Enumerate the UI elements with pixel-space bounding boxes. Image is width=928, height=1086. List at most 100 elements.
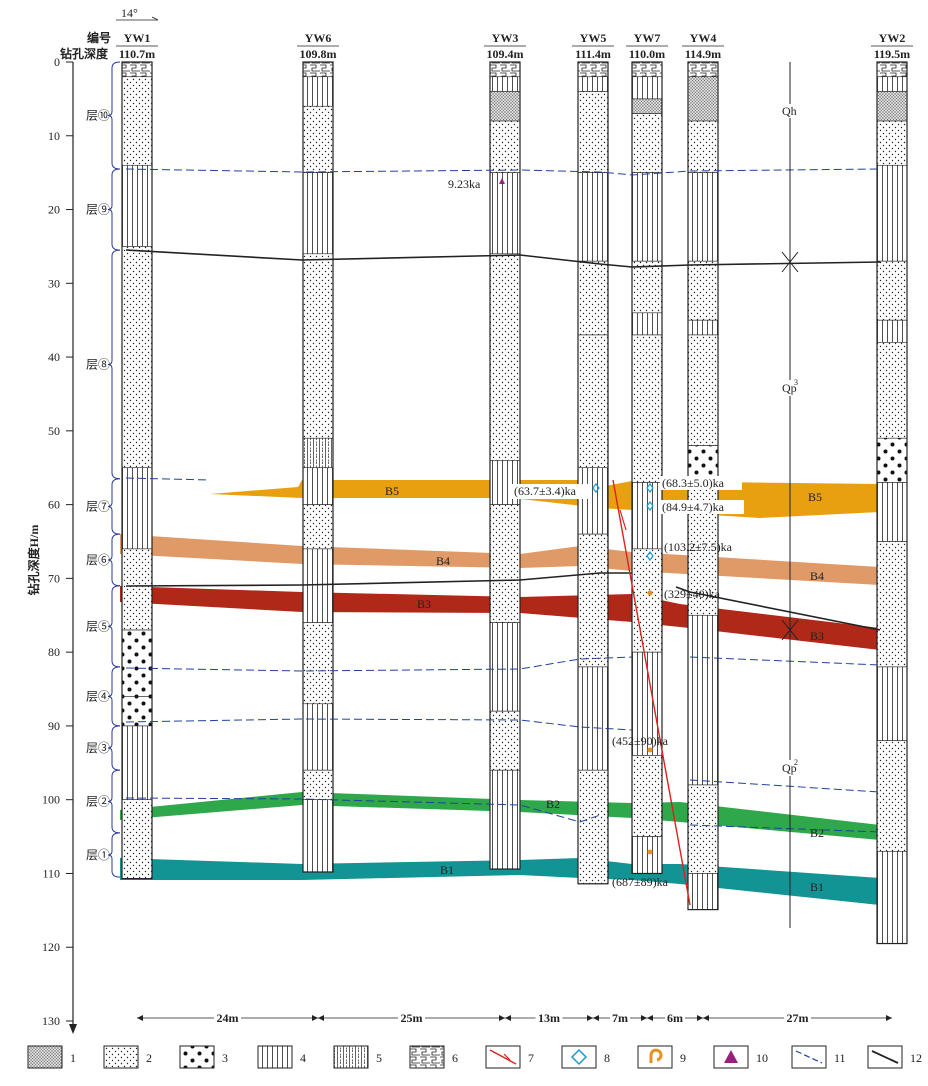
fault-line <box>612 479 691 906</box>
layer-brace-6 <box>107 533 121 587</box>
bed-b1-east <box>688 872 880 905</box>
legend-number-2: 2 <box>146 1051 152 1065</box>
age-label-4: (84.9±4.7)ka <box>662 500 725 514</box>
depth-header: 钻孔深度 <box>60 46 109 61</box>
legend-number-9: 9 <box>680 1051 686 1065</box>
distance-scale: 24m 25m 13m 7m 6m 27m <box>137 1010 892 1026</box>
bed-label-b2-east: B2 <box>810 826 824 840</box>
osl-marker-1 <box>647 590 653 596</box>
legend-item-8: 8 <box>561 1045 610 1069</box>
legend-item-11: 11 <box>791 1045 846 1069</box>
strata-qp2: Qp <box>782 761 797 775</box>
borehole-id-yw3: YW3 <box>492 31 519 45</box>
legend-number-10: 10 <box>756 1051 768 1065</box>
borehole-yw4: YW4 114.9m <box>682 31 724 911</box>
age-label-8: (687±89)ka <box>612 875 669 889</box>
distance-label-1: 25m <box>401 1011 423 1025</box>
legend-item-9: 9 <box>637 1045 686 1069</box>
y-tick-label-50: 50 <box>48 424 60 438</box>
y-tick-label-20: 20 <box>48 203 60 217</box>
legend-number-3: 3 <box>222 1051 228 1065</box>
layer-label-1: 层① <box>86 848 110 862</box>
borehole-id-yw4: YW4 <box>690 31 717 45</box>
y-tick-label-70: 70 <box>48 571 60 585</box>
borehole-yw2: YW2 119.5m <box>871 31 913 945</box>
bed-label-b4-east: B4 <box>810 569 824 583</box>
osl-marker-3 <box>647 849 653 855</box>
strata-qh: Qh <box>782 104 797 118</box>
bed-label-b3-east: B3 <box>810 629 824 643</box>
orientation-label: 14° <box>121 6 138 20</box>
bed-label-b2: B2 <box>546 797 560 811</box>
layer-brace-1 <box>107 832 121 878</box>
contact-qp3-qp2-east <box>675 586 881 631</box>
borehole-depth-yw5: 111.4m <box>575 47 611 61</box>
layer-brace-10 <box>107 61 121 170</box>
legend-number-6: 6 <box>452 1051 458 1065</box>
y-axis <box>69 62 77 1034</box>
dashed-correlation-lines <box>125 168 881 833</box>
layer-brace-2 <box>107 769 121 834</box>
legend-item-10: 10 <box>713 1045 768 1069</box>
borehole-id-yw2: YW2 <box>879 31 906 45</box>
distance-label-3: 7m <box>612 1011 628 1025</box>
y-tick-label-10: 10 <box>48 129 60 143</box>
strata-qp3-sup: 3 <box>794 378 798 387</box>
legend-item-7: 7 <box>485 1045 534 1069</box>
legend-number-1: 1 <box>70 1051 76 1065</box>
borehole-yw7: YW7 110.0m <box>626 31 668 875</box>
layer-label-3: 层③ <box>86 741 110 755</box>
legend-number-8: 8 <box>604 1051 610 1065</box>
age-label-7: (452±90)ka <box>612 734 669 748</box>
contact-qh-qp3 <box>125 249 881 268</box>
dashed-line-7-8 <box>125 477 211 481</box>
y-tick-label-120: 120 <box>42 940 60 954</box>
layer-label-6: 层⑥ <box>86 553 110 567</box>
legend-number-7: 7 <box>528 1051 534 1065</box>
borehole-id-yw5: YW5 <box>580 31 607 45</box>
layer-brace-3 <box>107 725 121 771</box>
layer-label-2: 层② <box>86 795 110 809</box>
borehole-columns: YW1 110.7m YW6 109.8m YW3 109.4m YW5 111.4m YW7 1… <box>116 31 913 945</box>
layer-labels: 层⑩ 层⑨ 层⑧ 层⑦ 层⑥ 层⑤ 层④ 层③ 层② 层① <box>86 61 121 878</box>
strata-division: Qh Qp 3 Qp 2 <box>778 62 802 928</box>
strata-qp3: Qp <box>782 381 797 395</box>
age-label-5: (103.2±7.5)ka <box>664 540 733 554</box>
legend-item-1: 1 <box>27 1045 76 1069</box>
dashed-line-east-lower <box>689 779 881 793</box>
bed-label-b3: B3 <box>417 597 431 611</box>
bed-label-b4: B4 <box>436 554 450 568</box>
diamond-marker-2 <box>646 483 654 493</box>
distance-label-4: 6m <box>667 1011 683 1025</box>
diamond-marker-4 <box>646 551 654 561</box>
y-tick-label-90: 90 <box>48 719 60 733</box>
dashed-line-2-3 <box>125 797 601 823</box>
bed-label-b5: B5 <box>385 484 399 498</box>
y-tick-label-30: 30 <box>48 276 60 290</box>
layer-brace-9 <box>107 168 121 251</box>
legend-item-12: 12 <box>867 1045 922 1069</box>
contact-qp3-qp2 <box>125 572 632 587</box>
borehole-depth-yw2: 119.5m <box>874 47 910 61</box>
y-tick-label-40: 40 <box>48 350 60 364</box>
diamond-marker-3 <box>646 501 654 511</box>
bed-label-b1-east: B1 <box>810 880 824 894</box>
layer-label-9: 层⑨ <box>86 203 110 217</box>
borehole-depth-yw6: 109.8m <box>300 47 337 61</box>
bed-label-b1: B1 <box>440 863 454 877</box>
age-label-2: (63.7±3.4)ka <box>514 484 577 498</box>
legend-item-4: 4 <box>257 1045 306 1069</box>
borehole-yw5: YW5 111.4m <box>572 31 614 885</box>
dashed-line-9-10 <box>125 168 881 176</box>
dashed-line-4-5-east <box>689 656 881 666</box>
osl-marker-2 <box>647 747 653 753</box>
age-label-6: (329±40)ka <box>664 587 721 601</box>
borehole-id-yw7: YW7 <box>634 31 661 45</box>
orientation-arrow-head <box>151 16 159 21</box>
layer-label-7: 层⑦ <box>86 499 110 513</box>
y-tick-label-60: 60 <box>48 498 60 512</box>
legend-item-2: 2 <box>103 1045 152 1069</box>
solid-contact-lines <box>125 249 881 631</box>
legend-number-4: 4 <box>300 1051 306 1065</box>
borehole-id-yw1: YW1 <box>124 31 151 45</box>
